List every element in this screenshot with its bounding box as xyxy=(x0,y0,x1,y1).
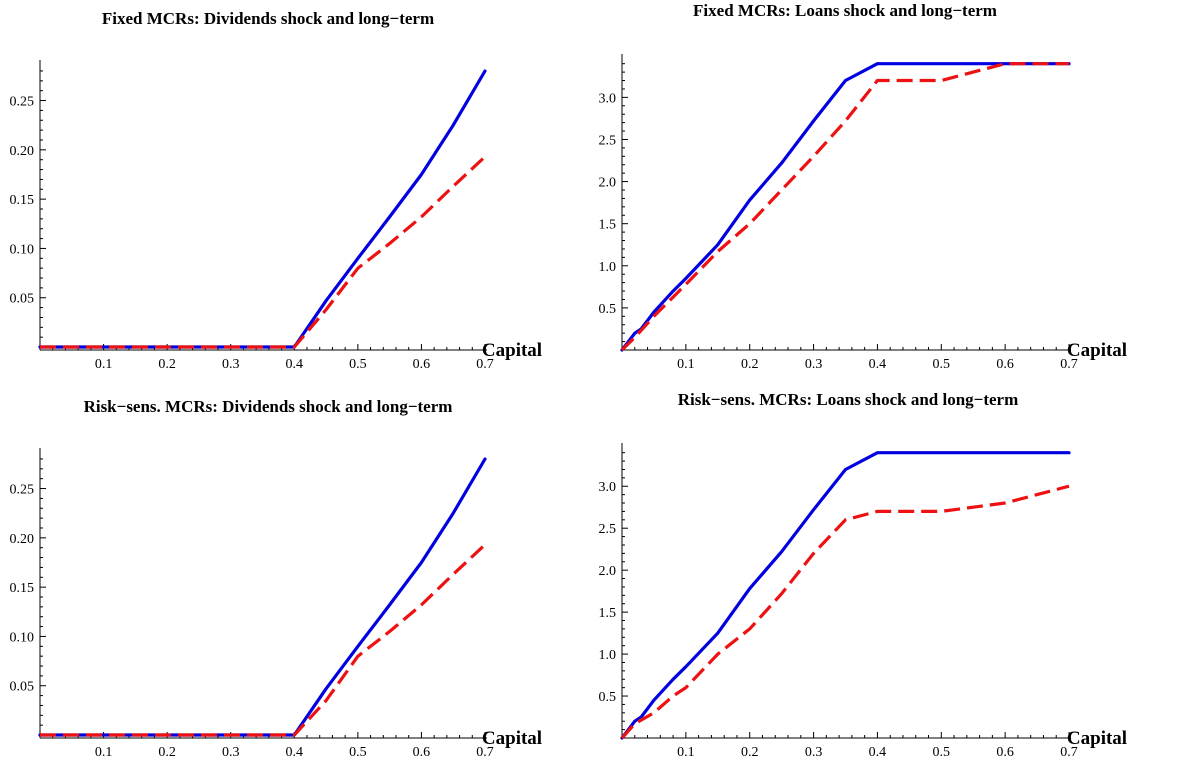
x-tick-label: 0.4 xyxy=(286,357,304,372)
x-tick-label: 0.3 xyxy=(222,357,240,372)
x-tick-label: 0.6 xyxy=(413,745,431,760)
x-tick-label: 0.2 xyxy=(158,357,176,372)
y-tick-label: 2.0 xyxy=(599,176,617,191)
x-tick-label: 0.1 xyxy=(95,357,113,372)
panel-fixed-dividends: Fixed MCRs: Dividends shock and long−ter… xyxy=(10,9,543,372)
panel-risk-sens-dividends: Risk−sens. MCRs: Dividends shock and lon… xyxy=(10,397,543,760)
x-tick-label: 0.1 xyxy=(677,745,695,760)
panel-fixed-loans: Fixed MCRs: Loans shock and long−term 0.… xyxy=(599,1,1128,372)
y-tick-label: 0.05 xyxy=(10,680,35,695)
series-line-2 xyxy=(40,155,487,349)
x-tick-label: 0.4 xyxy=(869,357,887,372)
x-tick-label: 0.3 xyxy=(222,745,240,760)
y-tick-label: 0.10 xyxy=(10,242,35,257)
series-line-1 xyxy=(38,69,487,349)
x-tick-label: 0.1 xyxy=(95,745,113,760)
x-tick-label: 0.2 xyxy=(158,745,176,760)
x-axis-label: Capital xyxy=(482,340,542,361)
x-tick-label: 0.7 xyxy=(1060,745,1078,760)
y-tick-label: 0.15 xyxy=(10,193,35,208)
x-tick-label: 0.6 xyxy=(996,745,1014,760)
x-axis-label: Capital xyxy=(1067,340,1127,361)
y-tick-label: 2.0 xyxy=(599,564,617,579)
x-tick-label: 0.3 xyxy=(805,745,823,760)
x-tick-label: 0.7 xyxy=(476,745,494,760)
y-tick-label: 3.0 xyxy=(599,91,617,106)
y-tick-label: 1.5 xyxy=(599,606,617,621)
panel-title: Risk−sens. MCRs: Dividends shock and lon… xyxy=(84,397,453,416)
x-tick-label: 0.5 xyxy=(933,745,951,760)
y-tick-label: 0.20 xyxy=(10,144,35,159)
x-tick-label: 0.7 xyxy=(476,357,494,372)
x-tick-label: 0.1 xyxy=(677,357,695,372)
y-tick-label: 0.05 xyxy=(10,292,35,307)
y-tick-label: 1.5 xyxy=(599,218,617,233)
y-tick-label: 3.0 xyxy=(599,480,617,495)
y-tick-label: 0.25 xyxy=(10,483,35,498)
x-tick-label: 0.2 xyxy=(741,357,759,372)
panel-title: Fixed MCRs: Loans shock and long−term xyxy=(693,1,997,20)
x-axis-label: Capital xyxy=(1067,728,1127,749)
y-tick-label: 2.5 xyxy=(599,522,617,537)
panel-title: Risk−sens. MCRs: Loans shock and long−te… xyxy=(678,390,1019,409)
panel-risk-sens-loans: Risk−sens. MCRs: Loans shock and long−te… xyxy=(599,390,1128,760)
x-axis-label: Capital xyxy=(482,728,542,749)
x-tick-label: 0.3 xyxy=(805,357,823,372)
x-tick-label: 0.4 xyxy=(286,745,304,760)
y-tick-label: 1.0 xyxy=(599,260,617,275)
y-tick-label: 2.5 xyxy=(599,133,617,148)
panel-title: Fixed MCRs: Dividends shock and long−ter… xyxy=(102,9,434,28)
series-line-1 xyxy=(620,451,1071,740)
x-tick-label: 0.5 xyxy=(349,745,367,760)
y-tick-label: 0.25 xyxy=(10,95,35,110)
x-tick-label: 0.6 xyxy=(413,357,431,372)
series-line-2 xyxy=(620,62,1069,352)
series-line-2 xyxy=(620,484,1070,740)
series-line-1 xyxy=(620,62,1071,352)
x-tick-label: 0.6 xyxy=(996,357,1014,372)
y-tick-label: 1.0 xyxy=(599,648,617,663)
x-tick-label: 0.4 xyxy=(869,745,887,760)
y-tick-label: 0.10 xyxy=(10,630,35,645)
x-tick-label: 0.5 xyxy=(933,357,951,372)
series-line-1 xyxy=(38,457,487,737)
y-tick-label: 0.20 xyxy=(10,532,35,547)
x-tick-label: 0.5 xyxy=(349,357,367,372)
x-tick-label: 0.7 xyxy=(1060,357,1078,372)
series-line-2 xyxy=(40,543,487,737)
y-tick-label: 0.5 xyxy=(599,302,617,317)
y-tick-label: 0.15 xyxy=(10,581,35,596)
x-tick-label: 0.2 xyxy=(741,745,759,760)
y-tick-label: 0.5 xyxy=(599,690,617,705)
